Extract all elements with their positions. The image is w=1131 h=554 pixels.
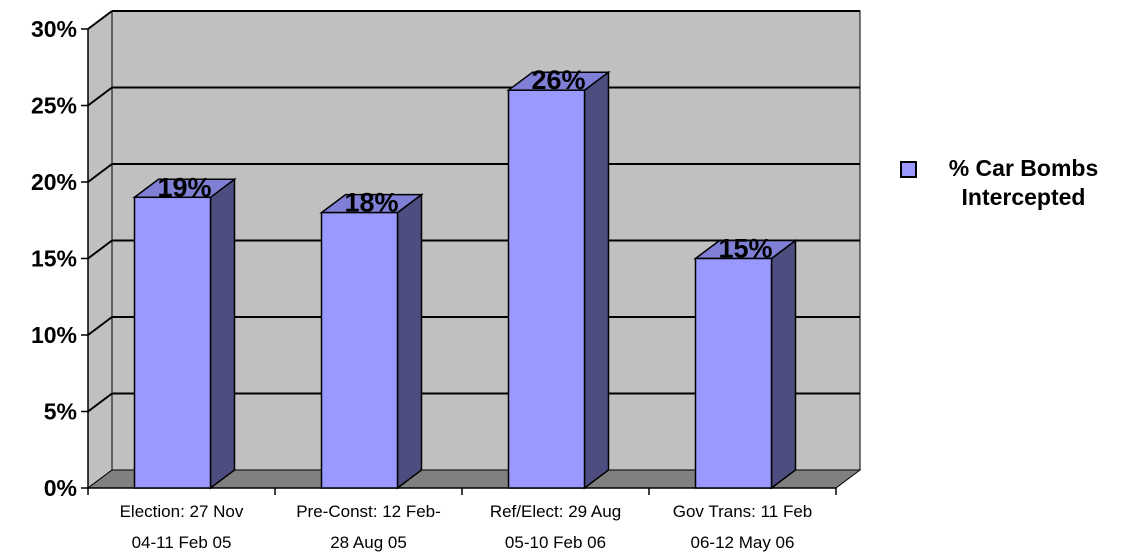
y-tick-label: 20% <box>31 169 77 195</box>
y-tick-label: 10% <box>31 322 77 348</box>
bars <box>132 70 798 490</box>
y-tick-label: 5% <box>44 399 77 425</box>
bar-side <box>770 239 797 490</box>
gridline-side <box>87 10 113 30</box>
y-tick-label: 30% <box>31 16 77 42</box>
x-category-label: 06-12 May 06 <box>691 533 795 552</box>
x-category-label: 04-11 Feb 05 <box>132 533 232 552</box>
legend-swatch <box>900 161 917 178</box>
legend: % Car Bombs Intercepted <box>891 150 1131 212</box>
y-tick-labels: 0% 5% 10% 15% 20% 25% 30% <box>31 16 77 501</box>
gridline-side <box>87 163 113 183</box>
x-category-label: Election: 27 Nov <box>120 502 244 521</box>
x-category-labels: Election: 27 Nov 04-11 Feb 05 Pre-Const: 1… <box>120 502 813 552</box>
x-category-label: Ref/Elect: 29 Aug <box>490 502 621 521</box>
gridline-side <box>87 86 113 107</box>
bar <box>694 257 773 489</box>
bar-side <box>209 177 236 490</box>
data-label: 26% <box>531 65 585 95</box>
bar <box>507 89 586 489</box>
x-category-label: Pre-Const: 12 Feb- <box>296 502 441 521</box>
bar-side <box>583 70 610 490</box>
gridline-side <box>87 316 113 336</box>
bar <box>320 211 399 489</box>
data-label: 19% <box>157 172 211 202</box>
legend-label: % Car Bombs Intercepted <box>921 154 1126 212</box>
data-label: 18% <box>344 188 398 218</box>
x-category-label: Gov Trans: 11 Feb <box>673 502 813 521</box>
y-tick-label: 0% <box>44 475 77 501</box>
legend-label-line1: % Car Bombs <box>948 155 1099 181</box>
x-category-label: 28 Aug 05 <box>330 533 407 552</box>
data-labels: 19% 18% 26% 15% <box>157 65 772 263</box>
bar-side <box>396 193 423 490</box>
gridline-side <box>87 239 113 260</box>
legend-label-line2: Intercepted <box>961 184 1086 210</box>
y-tick-label: 25% <box>31 93 77 119</box>
x-category-label: 05-10 Feb 06 <box>505 533 606 552</box>
gridline-side <box>87 392 113 413</box>
y-tick-label: 15% <box>31 246 77 272</box>
data-label: 15% <box>718 234 772 264</box>
bar <box>133 196 212 489</box>
